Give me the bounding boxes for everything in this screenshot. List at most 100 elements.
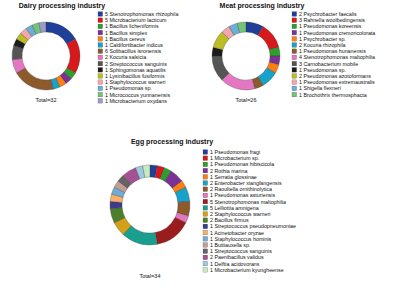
legend-label: 1 Microbacterium kyungheense	[210, 267, 284, 273]
legend-label: 5 Stenotrophomonas maltophilia	[210, 199, 286, 205]
legend-label: 1 Staphylococcus warneri	[105, 79, 165, 85]
legend-item: 1 Pseudomonas cremoricolorata	[292, 30, 375, 36]
donut	[212, 22, 280, 90]
donut-slice	[269, 47, 280, 56]
legend-item: 1 Bacillus licheniformis	[98, 23, 159, 29]
donut-slice	[17, 68, 54, 90]
legend-label: 1 Serratia glossinae	[210, 174, 257, 180]
legend-item: 1 Lysinibacillus fusiformis	[98, 73, 165, 79]
legend-swatch	[203, 193, 208, 198]
legend-swatch	[203, 150, 208, 155]
legend-item: 1 Pseudomonas koreensis	[292, 23, 362, 29]
legend-item: 5 Stenotrophomonas maltophilia	[203, 199, 286, 205]
donut-slice	[67, 39, 80, 73]
legend-item: 1 Microbacterium kyungheense	[203, 267, 284, 273]
legend-swatch	[98, 74, 103, 79]
legend-label: 1 Bacillus cereus	[105, 36, 145, 42]
legend-swatch	[292, 18, 297, 23]
legend-item: 1 Pseudomonas extremaustralis	[292, 79, 375, 85]
legend-label: 1 Shigella flexneri	[299, 85, 341, 91]
legend-swatch	[292, 74, 297, 79]
legend-item: 2 Pseudomonas azotoformans	[292, 73, 371, 79]
legend-item: 1 Staphylococcus hominis	[203, 236, 272, 242]
legend-swatch	[292, 49, 297, 54]
legend-label: 1 Pseudomonas extremaustralis	[299, 79, 375, 85]
legend-item: 2 Kocuria salsicia	[98, 54, 146, 60]
legend-swatch	[203, 261, 208, 266]
legend-label: 1 Microbacterium oxydans	[105, 98, 167, 104]
donut-slice	[155, 217, 186, 244]
chart-title: Meat processing industry	[220, 2, 305, 10]
legend-item: 1 Pseudomonas sp.	[98, 85, 152, 91]
legend: 2 Psychrobacter faecalis3 Rahnella woolb…	[292, 11, 375, 98]
legend-swatch	[292, 24, 297, 29]
legend-item: 4 Stenotrophomonas maltophilia	[292, 54, 375, 60]
legend-label: 1 Acinetobacter oryzae	[210, 230, 264, 236]
legend-swatch	[203, 224, 208, 229]
donut-slice	[46, 22, 75, 44]
legend: 1 Pseudomonas fragi1 Microbacterium sp.1…	[203, 149, 296, 273]
legend-item: 1 Pseudomonas asturiensis	[203, 192, 275, 198]
legend-swatch	[203, 168, 208, 173]
legend-label: 2 Streptococcus sanguinis	[105, 61, 167, 67]
legend-label: 2 Pseudomonas azotoformans	[299, 73, 371, 79]
legend-item: 1 Streptococcus sanguinis	[203, 248, 272, 254]
legend-label: 2 Psychrobacter faecalis	[299, 11, 357, 17]
legend-swatch	[98, 18, 103, 23]
legend-swatch	[98, 55, 103, 60]
legend-label: 2 Rothia marina	[210, 168, 247, 174]
legend-label: 1 Streptococcus sanguinis	[210, 248, 272, 254]
legend-label: 1 Staphylococcus hominis	[210, 236, 272, 242]
legend-item: 1 Serratia glossinae	[203, 174, 257, 180]
donut-slice	[175, 187, 190, 202]
legend-label: 3 Rahnella woolbedingensis	[299, 17, 365, 23]
legend-label: 2 Raoultella ornithinolytica	[210, 186, 272, 192]
donut-slice	[212, 56, 229, 80]
legend-label: 1 Pseudomonas sp.	[299, 67, 346, 73]
donut-slice	[110, 201, 122, 208]
chart-title: Egg processing industry	[131, 138, 213, 146]
legend-label: 2 Enterobacter xiangfangensis	[210, 180, 282, 186]
donut-slice	[12, 59, 25, 73]
legend: 5 Stenotrophomonas rhizophila5 Microbact…	[98, 11, 178, 104]
legend-label: 1 Brochothrix thermosphacta	[299, 92, 367, 98]
legend-swatch	[292, 55, 297, 60]
legend-label: 3 Carnobacterium mobile	[299, 61, 358, 67]
legend-label: 2 Staphylococcus warneri	[210, 211, 270, 217]
legend-label: 1 Buttiauxella sp.	[210, 242, 250, 248]
chart: Egg processing industry Total=34 1 Pseudom…	[110, 138, 296, 279]
legend-swatch	[98, 80, 103, 85]
total-label: Total=34	[140, 273, 161, 279]
legend-item: 1 Buttiauxella sp.	[203, 242, 250, 248]
legend-item: 2 Rothia marina	[203, 168, 247, 174]
legend-item: 1 Delftia acidovorans	[203, 261, 260, 267]
legend-label: 6 Solibacillus isronensis	[105, 48, 162, 54]
legend-item: 1 Psychrobacter sp.	[292, 36, 346, 42]
legend-label: 1 Sphingomonas aquatilis	[105, 67, 166, 73]
legend-swatch	[203, 212, 208, 217]
legend-label: 5 Microbacterium lacticum	[105, 17, 167, 23]
donut	[110, 165, 190, 245]
legend-item: 1 Pseudomonas fragi	[203, 149, 260, 155]
legend-item: 1 Acinetobacter oryzae	[203, 230, 264, 236]
chart-title: Dairy processing industry	[19, 2, 105, 10]
legend-swatch	[292, 37, 297, 42]
legend-label: 2 Paenibacillus validus	[210, 254, 264, 260]
legend-swatch	[292, 61, 297, 66]
legend-label: 1 Lysinibacillus fusiformis	[105, 73, 165, 79]
legend-item: 1 Shigella flexneri	[292, 85, 341, 91]
legend-swatch	[98, 99, 103, 104]
legend-swatch	[203, 243, 208, 248]
legend-item: 1 Bacillus simplex	[98, 30, 147, 36]
legend-label: 5 Lelliottia amnigena	[210, 205, 259, 211]
legend-item: 1 Pseudomonas sp.	[292, 67, 346, 73]
legend-swatch	[98, 49, 103, 54]
legend-swatch	[292, 80, 297, 85]
legend-item: 2 Psychrobacter faecalis	[292, 11, 357, 17]
legend-swatch	[292, 86, 297, 91]
total-label: Total=32	[36, 97, 57, 103]
legend-swatch	[98, 86, 103, 91]
legend-item: 1 Microbacterium oxydans	[98, 98, 167, 104]
legend-swatch	[203, 162, 208, 167]
legend-swatch	[98, 43, 103, 48]
